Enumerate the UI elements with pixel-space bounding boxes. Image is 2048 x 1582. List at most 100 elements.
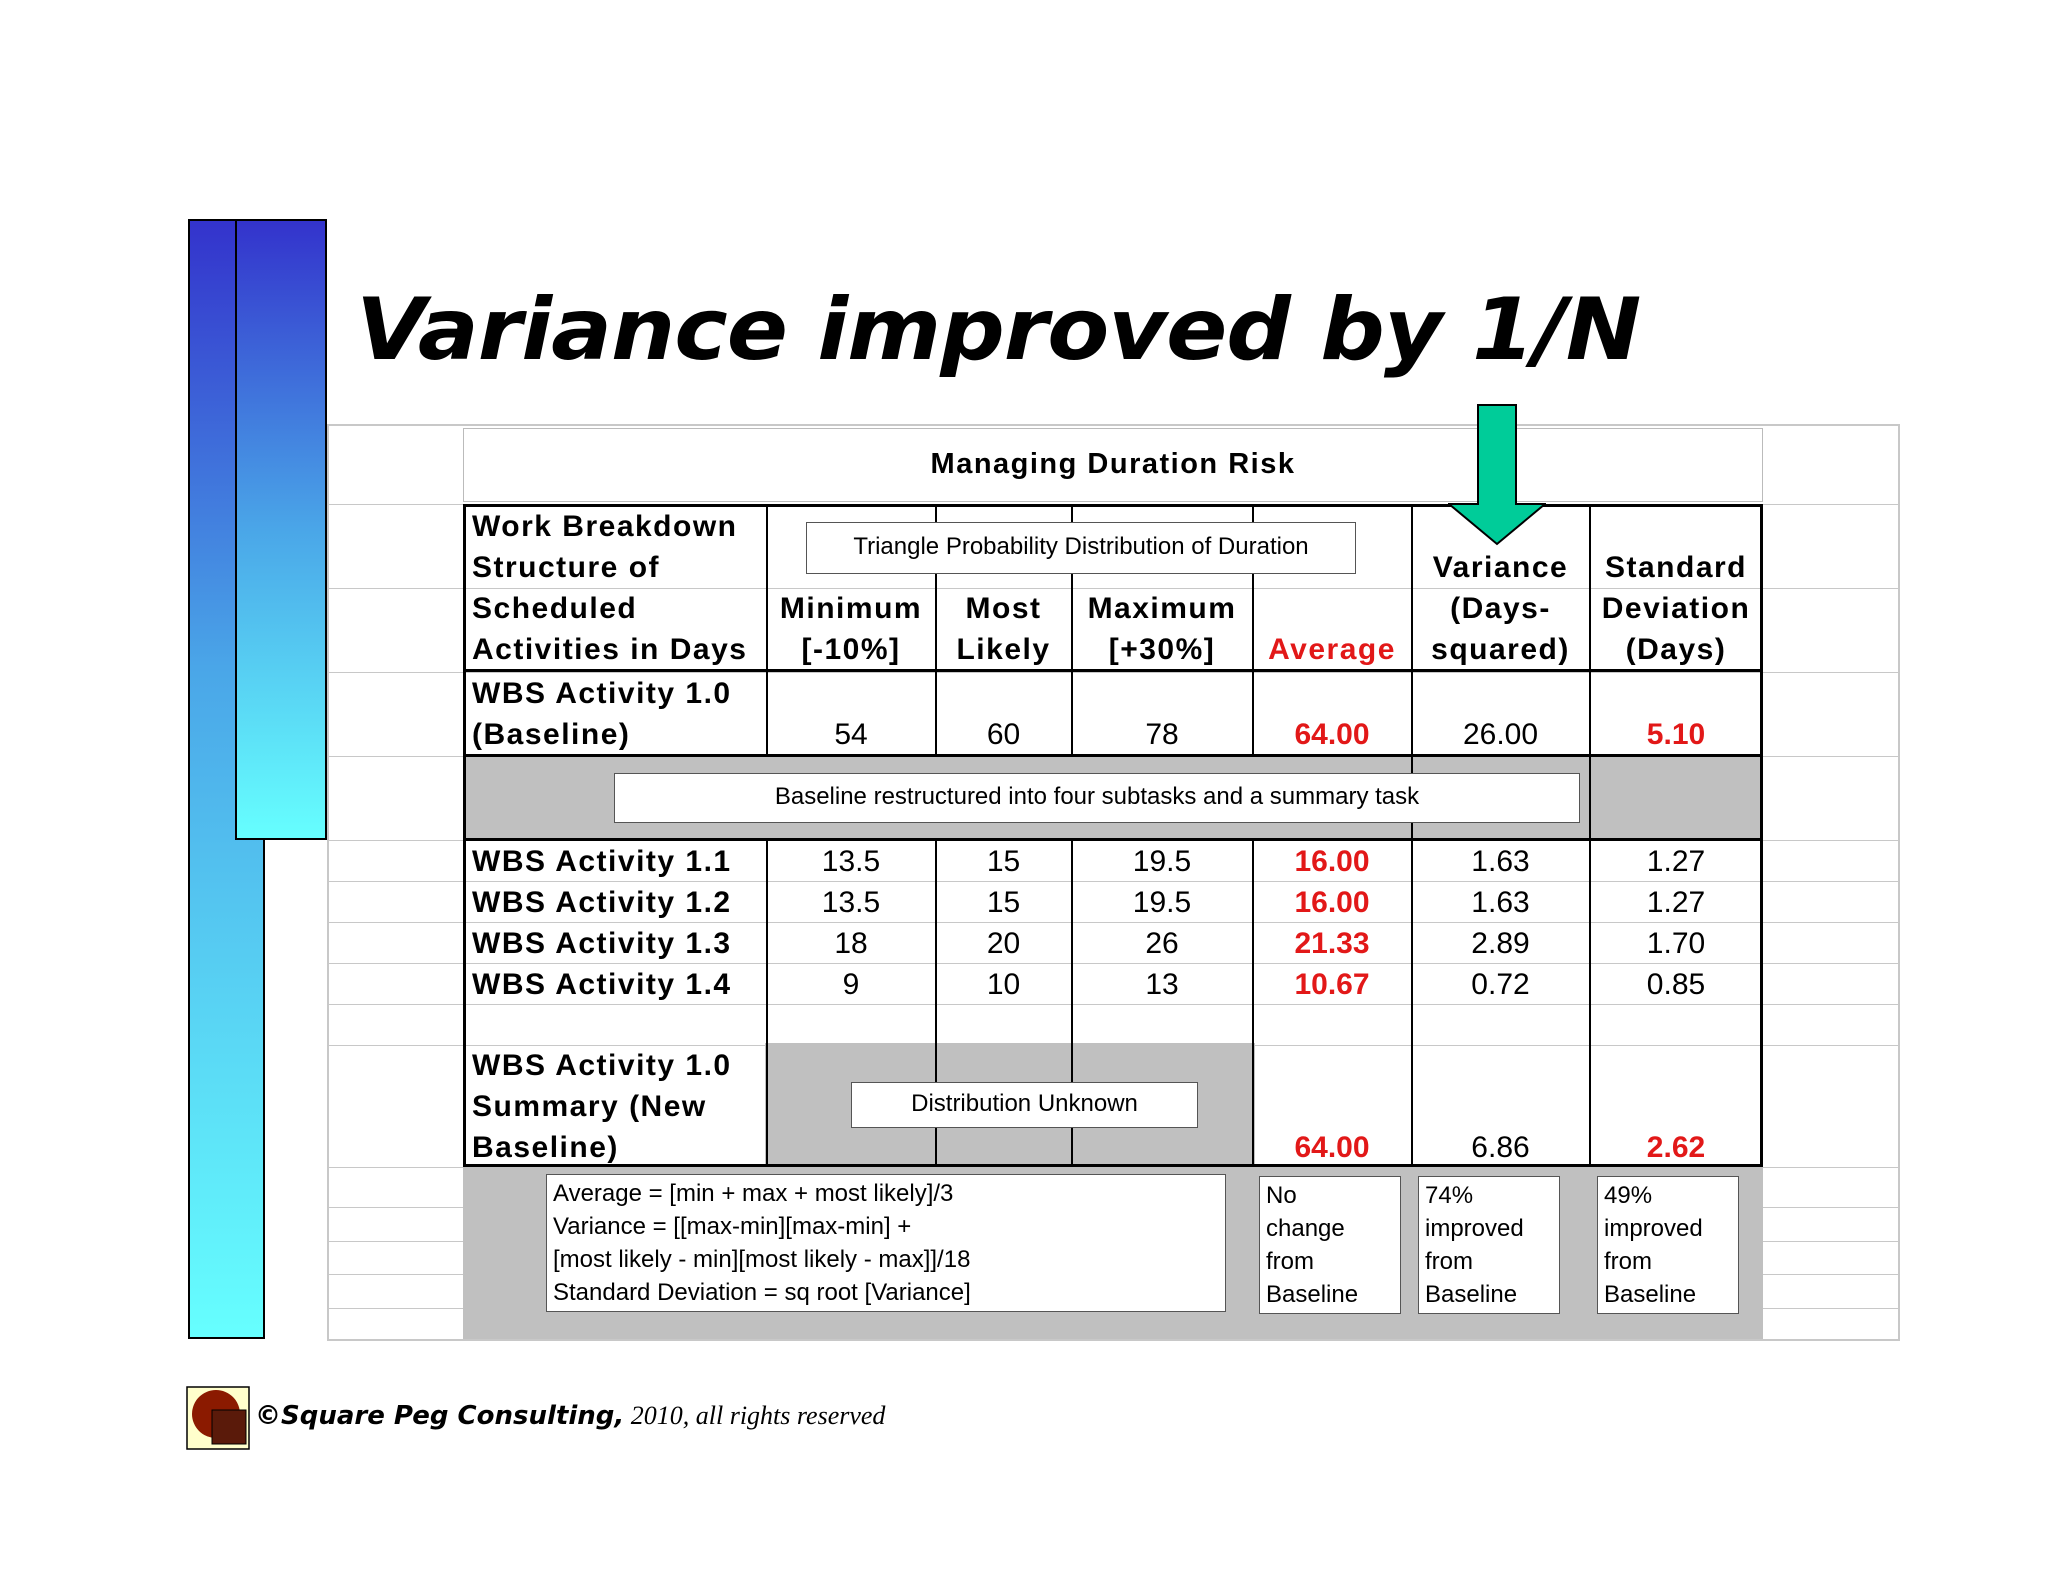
header-most: Most (965, 592, 1042, 625)
column-divider (766, 504, 768, 756)
column-divider (935, 504, 937, 756)
restructured-rule (1252, 838, 1763, 841)
summary-name: Summary (New (472, 1090, 707, 1123)
table-row-var: 1.63 (1471, 886, 1530, 919)
formula-line: Standard Deviation = sq root [Variance] (553, 1279, 971, 1306)
table-row-var: 0.72 (1471, 968, 1530, 1001)
note-line: No (1266, 1182, 1297, 1209)
grid-line (329, 504, 1898, 505)
formula-line: [most likely - min][most likely - max]]/… (553, 1246, 971, 1273)
table-caption: Managing Duration Risk (930, 448, 1296, 480)
footer-copyright: ©Square Peg Consulting, 2010, all rights… (255, 1400, 885, 1431)
note-line: from (1425, 1248, 1473, 1275)
table-row-name: WBS Activity 1.4 (472, 968, 732, 1001)
table-row-min: 13.5 (821, 845, 881, 878)
table-row-avg: 16.00 (1294, 886, 1370, 919)
grid-line (329, 588, 1898, 589)
note-line: Baseline (1266, 1281, 1359, 1308)
variance-note-box: 74% improved from Baseline (1418, 1176, 1560, 1314)
baseline-name: WBS Activity 1.0 (472, 677, 732, 710)
header-wbs-line: Activities in Days (472, 633, 748, 666)
down-arrow-icon (1448, 404, 1546, 546)
header-minimum: Minimum (779, 592, 923, 625)
baseline-sd: 5.10 (1646, 718, 1706, 751)
table-row-var: 1.63 (1471, 845, 1530, 878)
table-row-name: WBS Activity 1.2 (472, 886, 732, 919)
header-variance-unit: squared) (1431, 633, 1570, 666)
table-row-max: 19.5 (1132, 886, 1192, 919)
table-row-max: 26 (1145, 927, 1179, 960)
header-days: (Days) (1625, 633, 1727, 666)
grid-line (329, 1004, 1898, 1005)
baseline-avg: 64.00 (1294, 718, 1370, 751)
header-wbs-line: Structure of (472, 551, 661, 584)
table-row-var: 2.89 (1471, 927, 1530, 960)
header-variance: Variance (1432, 551, 1569, 584)
column-divider (1411, 504, 1413, 1165)
column-divider (1252, 504, 1254, 756)
column-divider (766, 840, 768, 1165)
table-row-name: WBS Activity 1.1 (472, 845, 732, 878)
distribution-unknown-label: Distribution Unknown (851, 1082, 1198, 1128)
column-divider (1071, 504, 1073, 756)
formula-line: Variance = [[max-min][max-min] + (553, 1213, 912, 1240)
note-line: from (1266, 1248, 1314, 1275)
table-row-min: 18 (834, 927, 868, 960)
table-row-name: WBS Activity 1.3 (472, 927, 732, 960)
slide-title: Variance improved by 1/N (356, 280, 1641, 380)
header-likely: Likely (956, 633, 1051, 666)
table-row-sd: 1.27 (1646, 886, 1706, 919)
triangle-distribution-label: Triangle Probability Distribution of Dur… (806, 522, 1356, 574)
grid-line (329, 672, 1898, 673)
header-wbs-line: Work Breakdown (472, 510, 738, 543)
header-maximum-pct: [+30%] (1108, 633, 1216, 666)
table-row-sd: 1.70 (1646, 927, 1706, 960)
baseline-name: (Baseline) (472, 718, 631, 751)
baseline-likely: 60 (986, 718, 1021, 751)
table-row-likely: 15 (986, 845, 1021, 878)
table-row-avg: 21.33 (1294, 927, 1370, 960)
baseline-max: 78 (1145, 718, 1179, 751)
table-row-min: 13.5 (821, 886, 881, 919)
column-divider (1589, 504, 1591, 1165)
decorative-bar-right (235, 219, 327, 840)
table-row-max: 19.5 (1132, 845, 1192, 878)
summary-name: WBS Activity 1.0 (472, 1049, 732, 1082)
avg-note-box: No change from Baseline (1259, 1176, 1401, 1314)
column-divider (935, 840, 937, 1165)
header-variance-unit: (Days- (1450, 592, 1551, 625)
column-divider (1071, 840, 1073, 1165)
column-divider (1252, 840, 1254, 1165)
table-row-avg: 16.00 (1294, 845, 1370, 878)
table-row-sd: 1.27 (1646, 845, 1706, 878)
table-row-likely: 15 (986, 886, 1021, 919)
note-line: Baseline (1604, 1281, 1697, 1308)
summary-var: 6.86 (1471, 1131, 1530, 1164)
note-line: Baseline (1425, 1281, 1518, 1308)
note-line: change (1266, 1215, 1345, 1242)
header-maximum: Maximum (1087, 592, 1237, 625)
formula-box: Average = [min + max + most likely]/3 Va… (546, 1174, 1226, 1312)
restructured-note: Baseline restructured into four subtasks… (614, 773, 1580, 823)
formula-line: Average = [min + max + most likely]/3 (553, 1180, 954, 1207)
header-wbs-line: Scheduled (472, 592, 638, 625)
table-row-avg: 10.67 (1294, 968, 1370, 1001)
table-row-min: 9 (842, 968, 860, 1001)
table-row-max: 13 (1145, 968, 1179, 1001)
summary-avg: 64.00 (1294, 1131, 1370, 1164)
summary-name: Baseline) (472, 1131, 619, 1164)
header-standard: Standard (1604, 551, 1748, 584)
baseline-rule (463, 754, 1763, 757)
footer-brand: ©Square Peg Consulting, (255, 1401, 625, 1431)
header-average: Average (1268, 633, 1396, 666)
table-row-likely: 10 (986, 968, 1021, 1001)
restructured-rule (463, 838, 1763, 841)
grid-line (329, 881, 1898, 882)
header-minimum-pct: [-10%] (801, 633, 901, 666)
note-line: from (1604, 1248, 1652, 1275)
sd-note-box: 49% improved from Baseline (1597, 1176, 1739, 1314)
grid-line (329, 963, 1898, 964)
footer-rights: 2010, all rights reserved (624, 1401, 886, 1430)
grid-line (329, 922, 1898, 923)
table-row-likely: 20 (986, 927, 1021, 960)
